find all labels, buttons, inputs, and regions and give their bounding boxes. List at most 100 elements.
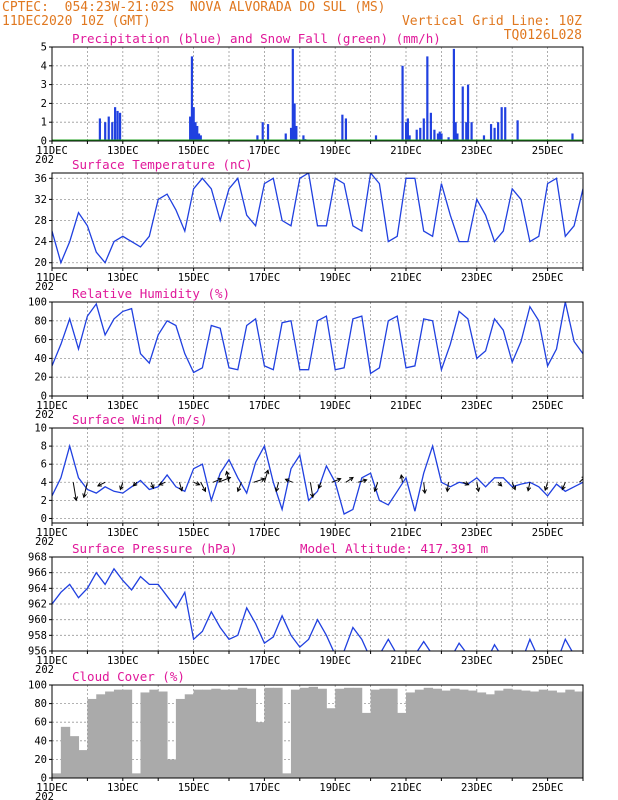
y-tick-label: 6 <box>41 459 47 471</box>
series-line <box>52 443 583 515</box>
x-tick-label: 21DEC <box>390 400 422 412</box>
precip-bar <box>470 122 473 141</box>
x-tick-label: 13DEC <box>107 655 139 667</box>
cloud-bar <box>423 687 434 778</box>
x-tick-label: 23DEC <box>461 782 493 794</box>
cloud-bar <box>149 689 159 778</box>
x-tick-label: 17DEC <box>249 400 281 412</box>
cloud-bar <box>441 690 451 778</box>
x-tick-label: 23DEC <box>461 272 493 284</box>
y-tick-label: 80 <box>34 698 47 710</box>
cloud-bar <box>282 773 292 778</box>
wind-arrow-head <box>348 476 354 482</box>
precip-bar <box>571 133 574 141</box>
x-year-label: 202 <box>35 536 54 548</box>
x-tick-label: 19DEC <box>319 527 351 539</box>
wind-arrow-head <box>158 481 164 486</box>
wind-arrow <box>462 481 469 486</box>
wind-arrow <box>446 482 449 492</box>
cloud-bar <box>211 688 221 778</box>
plot-area <box>52 302 583 375</box>
x-tick-label: 15DEC <box>178 782 210 794</box>
panel-title: Surface Wind (m/s) <box>72 412 207 427</box>
y-tick-label: 956 <box>28 646 47 658</box>
y-tick-label: 960 <box>28 614 47 626</box>
x-tick-label: 11DEC <box>36 272 68 284</box>
cloud-bar <box>229 689 239 778</box>
cloud-bar <box>379 688 389 778</box>
wind-arrow <box>237 482 242 492</box>
y-tick-label: 958 <box>28 630 47 642</box>
x-tick-label: 23DEC <box>461 527 493 539</box>
wind-arrow-head <box>264 469 270 475</box>
cloud-bar <box>273 687 283 778</box>
cloud-bar <box>308 686 318 778</box>
precip-bar <box>344 118 348 141</box>
cloud-bar <box>494 690 504 778</box>
x-tick-label: 13DEC <box>107 145 139 157</box>
precip-bar <box>107 116 110 141</box>
x-tick-label: 19DEC <box>319 272 351 284</box>
y-tick-label: 32 <box>34 194 47 206</box>
wind-arrow-head <box>399 474 405 480</box>
y-tick-label: 100 <box>28 680 47 692</box>
y-tick-label: 24 <box>34 236 47 248</box>
precip-bar <box>118 112 122 141</box>
precip-bar <box>261 122 264 141</box>
cloud-bar <box>556 692 566 778</box>
precip-bar <box>466 84 470 141</box>
x-tick-label: 15DEC <box>178 272 210 284</box>
cloud-bar <box>175 698 186 778</box>
cloud-bar <box>574 691 583 778</box>
precip-bar <box>405 122 408 141</box>
wind-arrow <box>150 482 154 489</box>
wind-arrow <box>544 482 549 491</box>
cloud-bar <box>113 689 124 778</box>
y-tick-label: 4 <box>41 60 47 72</box>
wind-arrow <box>400 475 403 483</box>
wind-arrow-head <box>150 484 155 490</box>
wind-arrow-head <box>445 487 451 493</box>
panel-4: 11DEC 13DEC 15DEC 17DEC 19DEC 21DEC 23DEC 25DEC… <box>34 412 584 548</box>
precip-bar <box>452 48 455 141</box>
cloud-bar <box>290 689 301 778</box>
wind-arrow <box>200 482 206 492</box>
wind-arrow <box>72 482 77 501</box>
precip-bar <box>194 122 197 141</box>
precip-bar <box>456 133 459 141</box>
x-tick-label: 25DEC <box>532 782 564 794</box>
precip-bar <box>504 107 507 141</box>
wind-arrow-head <box>82 493 87 499</box>
wind-arrow <box>97 481 106 487</box>
plot-area <box>52 173 583 265</box>
x-tick-label: 21DEC <box>390 527 422 539</box>
wind-arrow <box>527 482 531 491</box>
x-tick-label: 11DEC <box>36 782 68 794</box>
precip-bar <box>415 129 418 141</box>
x-tick-label: 13DEC <box>107 400 139 412</box>
y-tick-label: 20 <box>34 372 47 384</box>
wind-arrow <box>212 478 222 483</box>
wind-arrow-head <box>511 485 517 491</box>
panel-frame <box>51 301 584 397</box>
x-tick-label: 25DEC <box>532 145 564 157</box>
wind-arrow-head <box>422 489 427 495</box>
y-tick-label: 8 <box>41 441 47 453</box>
cloud-bar <box>583 694 592 778</box>
x-tick-label: 23DEC <box>461 400 493 412</box>
y-tick-label: 20 <box>34 257 47 269</box>
wind-arrow <box>275 482 280 492</box>
cloud-bar <box>512 689 522 778</box>
precip-bar <box>440 133 443 141</box>
cloud-bar <box>450 688 460 778</box>
wind-arrow-head <box>309 493 315 499</box>
wind-arrow-head <box>464 481 470 486</box>
y-tick-label: 0 <box>41 391 47 403</box>
cloud-bar <box>370 689 380 778</box>
x-tick-label: 17DEC <box>249 527 281 539</box>
cloud-bar <box>352 687 363 778</box>
cloud-bar <box>521 690 531 778</box>
y-tick-label: 40 <box>34 735 47 747</box>
wind-arrow-head <box>336 477 342 483</box>
precip-bar <box>114 107 117 141</box>
